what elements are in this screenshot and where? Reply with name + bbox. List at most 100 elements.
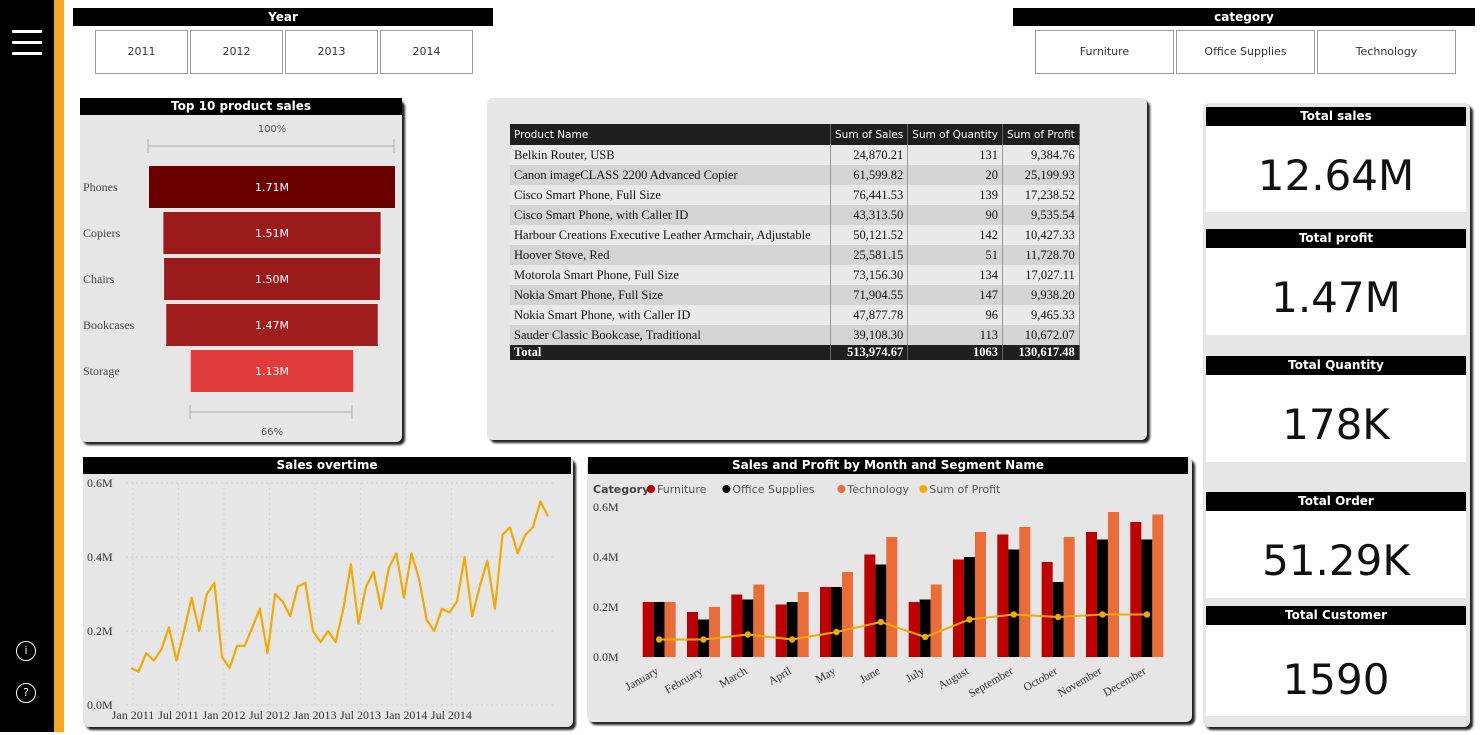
cell-profit: 17,238.52: [1002, 185, 1080, 205]
bar-technology: [664, 602, 676, 657]
cell-product-name: Nokia Smart Phone, Full Size: [510, 285, 831, 305]
combo-x-tick-label: December: [1101, 665, 1148, 699]
kpi-total-sales-title: Total sales: [1206, 107, 1466, 126]
hamburger-menu-icon[interactable]: [12, 30, 42, 58]
cell-quantity: 142: [907, 225, 1004, 245]
cell-sales: 47,877.78: [830, 305, 909, 325]
line-x-tick-label: Jan 2012: [202, 708, 245, 722]
table-row: Canon imageCLASS 2200 Advanced Copier 61,…: [510, 165, 1080, 185]
cell-product-name: Cisco Smart Phone, with Caller ID: [510, 205, 831, 225]
bar-technology: [842, 572, 853, 657]
profit-point: [1099, 611, 1106, 618]
bar-technology: [930, 584, 942, 657]
line-x-tick-label: Jul 2014: [431, 708, 472, 722]
sales-profit-chart: Category Furniture Office Supplies Technolo…: [593, 483, 1164, 700]
combo-x-tick-label: April: [767, 665, 794, 688]
total-profit: 130,617.48: [1002, 345, 1080, 360]
year-option-2012[interactable]: 2012: [190, 30, 283, 74]
legend-label: Furniture: [657, 483, 707, 496]
legend-marker: [919, 485, 928, 493]
category-option-office-supplies[interactable]: Office Supplies: [1176, 30, 1315, 74]
funnel-bottom-percent: 66%: [261, 427, 283, 438]
bar-technology: [797, 592, 809, 657]
info-icon[interactable]: i: [16, 641, 36, 661]
sidebar: [0, 0, 54, 732]
bar-technology: [1108, 512, 1119, 657]
cell-profit: 9,384.76: [1002, 145, 1080, 165]
bar-office-supplies: [1141, 539, 1153, 657]
funnel-bar-chairs: [164, 258, 380, 300]
cell-product-name: Cisco Smart Phone, Full Size: [510, 185, 831, 205]
bar-office-supplies: [742, 599, 754, 657]
help-icon[interactable]: ?: [16, 683, 36, 703]
sales-overtime-title: Sales overtime: [83, 457, 571, 474]
funnel-category-label: Storage: [83, 364, 120, 378]
kpi-total-quantity-value: 178K: [1282, 400, 1390, 449]
line-x-tick-label: Jan 2014: [384, 708, 427, 722]
funnel-category-label: Copiers: [83, 226, 121, 240]
header-sum-of-profit[interactable]: Sum of Profit: [1002, 124, 1080, 145]
category-option-furniture[interactable]: Furniture: [1035, 30, 1174, 74]
cell-sales: 50,121.52: [830, 225, 909, 245]
year-option-2013[interactable]: 2013: [285, 30, 378, 74]
profit-point: [966, 616, 973, 623]
header-sum-of-quantity[interactable]: Sum of Quantity: [907, 124, 1004, 145]
bar-technology: [1152, 514, 1164, 657]
kpi-total-profit: Total profit 1.47M: [1206, 229, 1466, 335]
year-slicer-title: Year: [73, 8, 493, 26]
cell-quantity: 113: [907, 325, 1004, 345]
cell-sales: 43,313.50: [830, 205, 909, 225]
line-x-tick-label: Jul 2013: [340, 708, 381, 722]
cell-profit: 9,465.33: [1002, 305, 1080, 325]
line-y-tick-label: 0.2M: [87, 624, 113, 638]
cell-sales: 39,108.30: [830, 325, 909, 345]
cell-product-name: Belkin Router, USB: [510, 145, 831, 165]
combo-x-tick-label: November: [1056, 665, 1104, 700]
product-table: Product Name Sum of Sales Sum of Quantit…: [510, 124, 1080, 360]
bar-technology: [753, 584, 765, 657]
table-row: Hoover Stove, Red 25,581.15 51 11,728.70: [510, 245, 1080, 265]
table-total-row: Total 513,974.67 1063 130,617.48: [510, 345, 1080, 360]
bar-furniture: [642, 602, 654, 657]
cell-profit: 17,027.11: [1002, 265, 1080, 285]
profit-point: [833, 628, 840, 636]
cell-quantity: 134: [907, 265, 1004, 285]
category-option-technology[interactable]: Technology: [1317, 30, 1456, 74]
line-x-tick-label: Jul 2011: [158, 708, 199, 722]
bar-technology: [709, 607, 720, 657]
bar-furniture: [1130, 522, 1142, 657]
total-label: Total: [510, 345, 831, 360]
kpi-total-sales: Total sales 12.64M: [1206, 107, 1466, 212]
cell-quantity: 96: [907, 305, 1004, 325]
bar-office-supplies: [919, 599, 931, 657]
cell-sales: 24,870.21: [830, 145, 909, 165]
profit-point: [1010, 611, 1018, 618]
cell-product-name: Sauder Classic Bookcase, Traditional: [510, 325, 831, 345]
header-sum-of-sales[interactable]: Sum of Sales: [830, 124, 909, 145]
profit-point: [744, 631, 752, 638]
year-option-2011[interactable]: 2011: [95, 30, 188, 74]
combo-x-tick-label: March: [717, 665, 749, 691]
legend-label: Sum of Profit: [929, 483, 1001, 496]
kpi-total-order-value: 51.29K: [1262, 536, 1410, 585]
header-product-name[interactable]: Product Name: [510, 124, 831, 145]
legend-label: Office Supplies: [732, 483, 814, 496]
bar-furniture: [775, 604, 787, 657]
cell-profit: 25,199.93: [1002, 165, 1080, 185]
bar-office-supplies: [653, 602, 665, 657]
cell-quantity: 20: [907, 165, 1004, 185]
cell-product-name: Harbour Creations Executive Leather Armc…: [510, 225, 831, 245]
year-option-2014[interactable]: 2014: [380, 30, 473, 74]
funnel-bar-label: 1.51M: [255, 227, 289, 240]
bar-furniture: [997, 534, 1009, 657]
table-row: Cisco Smart Phone, Full Size 76,441.53 139…: [510, 185, 1080, 205]
funnel-top-percent: 100%: [258, 124, 287, 135]
table-row: Nokia Smart Phone, Full Size 71,904.55 147…: [510, 285, 1080, 305]
legend-marker: [722, 485, 731, 493]
cell-product-name: Hoover Stove, Red: [510, 245, 831, 265]
bar-office-supplies: [831, 587, 842, 657]
combo-x-tick-label: February: [663, 665, 705, 696]
kpi-total-profit-title: Total profit: [1206, 229, 1466, 248]
profit-point: [921, 633, 929, 641]
total-quantity: 1063: [907, 345, 1004, 360]
